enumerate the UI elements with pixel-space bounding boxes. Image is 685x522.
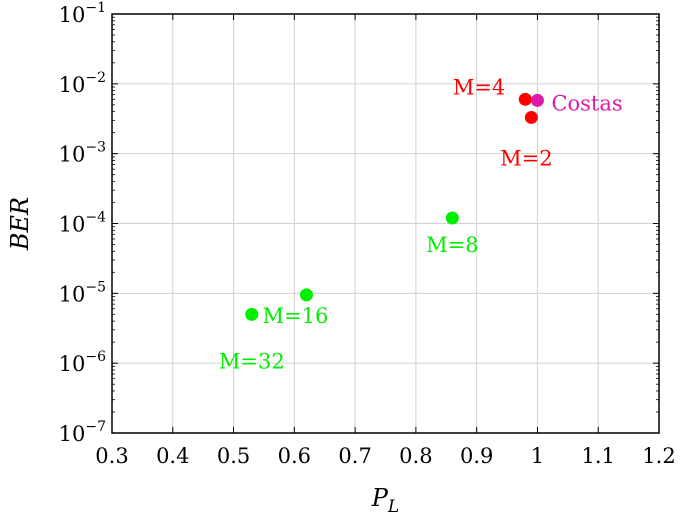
data-point bbox=[524, 110, 538, 124]
point-label: M=4 bbox=[453, 75, 505, 99]
point-label: Costas bbox=[551, 91, 622, 115]
x-tick-label: 0.3 bbox=[95, 444, 128, 468]
y-tick-label: 10−5 bbox=[59, 279, 106, 306]
data-point bbox=[445, 211, 459, 225]
ticks: 0.3 0.4 0.5 0.6 0.7 0.8 0.9 1 1.1 1.2 10−7 10−6 10−5… bbox=[59, 0, 676, 468]
grid bbox=[112, 14, 659, 433]
y-axis-label: BER bbox=[6, 197, 34, 251]
x-tick-label: 0.6 bbox=[278, 444, 311, 468]
x-axis-label: PL bbox=[371, 484, 399, 517]
data-point bbox=[245, 307, 259, 321]
y-tick-label: 10−1 bbox=[59, 0, 106, 27]
y-tick-label: 10−4 bbox=[59, 210, 106, 237]
x-tick-label: 1.2 bbox=[642, 444, 675, 468]
point-label: M=16 bbox=[262, 304, 328, 328]
data-point bbox=[518, 92, 532, 106]
x-tick-label: 0.7 bbox=[338, 444, 371, 468]
x-tick-label: 0.9 bbox=[460, 444, 493, 468]
x-tick-label: 0.5 bbox=[217, 444, 250, 468]
point-label: M=32 bbox=[219, 349, 285, 373]
y-tick-label: 10−2 bbox=[59, 70, 106, 97]
data-point bbox=[299, 288, 313, 302]
x-tick-label: 0.8 bbox=[399, 444, 432, 468]
data-points bbox=[245, 92, 544, 321]
y-tick-label: 10−6 bbox=[59, 349, 106, 376]
point-label: M=8 bbox=[426, 233, 478, 257]
point-label: M=2 bbox=[500, 146, 552, 170]
x-tick-label: 1.1 bbox=[582, 444, 615, 468]
x-tick-label: 0.4 bbox=[156, 444, 189, 468]
data-point bbox=[530, 93, 544, 107]
y-tick-label: 10−3 bbox=[59, 140, 106, 167]
y-tick-label: 10−7 bbox=[59, 419, 106, 446]
point-labels: M=2 M=4 Costas M=8 M=16 M=32 bbox=[219, 75, 623, 373]
x-tick-label: 1 bbox=[531, 444, 544, 468]
